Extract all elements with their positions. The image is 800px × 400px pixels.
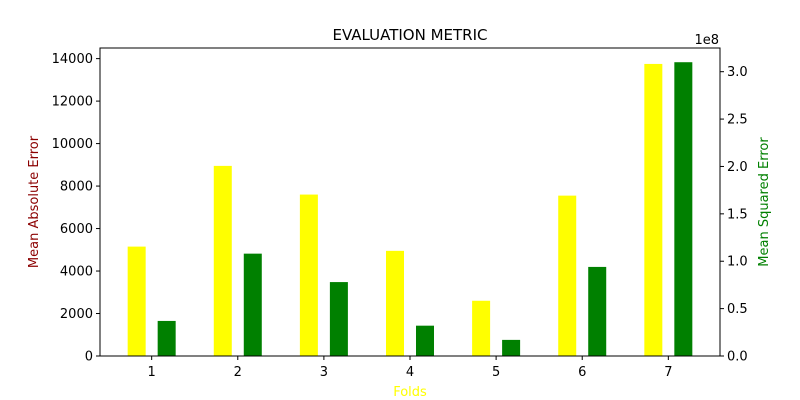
y-right-tick-label: 0.5 [727, 302, 748, 317]
y-right-tick-label: 0.0 [727, 350, 748, 365]
y-right-tick-label: 3.0 [727, 65, 748, 80]
plot-area: 1 2 3 4 5 6 7 0 2000 4000 6000 8000 10000 12000 14000 0… [52, 47, 748, 380]
y-axis-left-label: Mean Absolute Error [27, 135, 42, 268]
mae-bar-6 [558, 195, 577, 356]
mse-bar-4 [416, 325, 434, 356]
x-tick-label-2: 2 [234, 365, 242, 380]
mse-bar-7 [674, 62, 693, 356]
mae-bar-2 [213, 165, 232, 356]
x-tick-label-5: 5 [492, 365, 500, 380]
mae-bar-4 [386, 250, 404, 356]
chart-title: EVALUATION METRIC [332, 26, 487, 44]
y-right-tick-label: 2.0 [727, 160, 748, 175]
y-axis-right-label: Mean Squared Error [757, 137, 772, 267]
mae-bar-5 [472, 300, 491, 356]
mae-bar-3 [299, 194, 318, 356]
mse-bar-3 [329, 282, 348, 356]
y-left-tick-label: 8000 [60, 180, 93, 195]
mae-bar-7 [644, 63, 663, 357]
x-tick-label-4: 4 [406, 365, 414, 380]
y-left-tick-label: 6000 [60, 222, 93, 237]
x-axis-label: Folds [393, 385, 427, 400]
y-left-tick-label: 0 [85, 350, 93, 365]
x-tick-label-1: 1 [148, 365, 156, 380]
y-left-tick-label: 14000 [52, 52, 93, 67]
y-axis-right-scale-label: 1e8 [694, 33, 719, 48]
y-left-tick-label: 4000 [60, 265, 93, 280]
y-left-tick-label: 2000 [60, 307, 93, 322]
x-tick-label-6: 6 [578, 365, 586, 380]
mse-bar-2 [243, 253, 262, 356]
mae-bar-1 [127, 246, 146, 356]
y-left-tick-label: 10000 [52, 137, 93, 152]
mse-bar-6 [588, 266, 607, 356]
y-right-tick-label: 1.0 [727, 255, 748, 270]
y-left-tick-label: 12000 [52, 95, 93, 110]
mse-bar-5 [502, 339, 521, 356]
mse-bar-1 [157, 320, 176, 356]
y-right-tick-label: 2.5 [727, 113, 748, 128]
x-tick-label-3: 3 [320, 365, 328, 380]
x-tick-label-7: 7 [664, 365, 672, 380]
y-right-tick-label: 1.5 [727, 207, 748, 222]
plot-frame [99, 47, 721, 357]
